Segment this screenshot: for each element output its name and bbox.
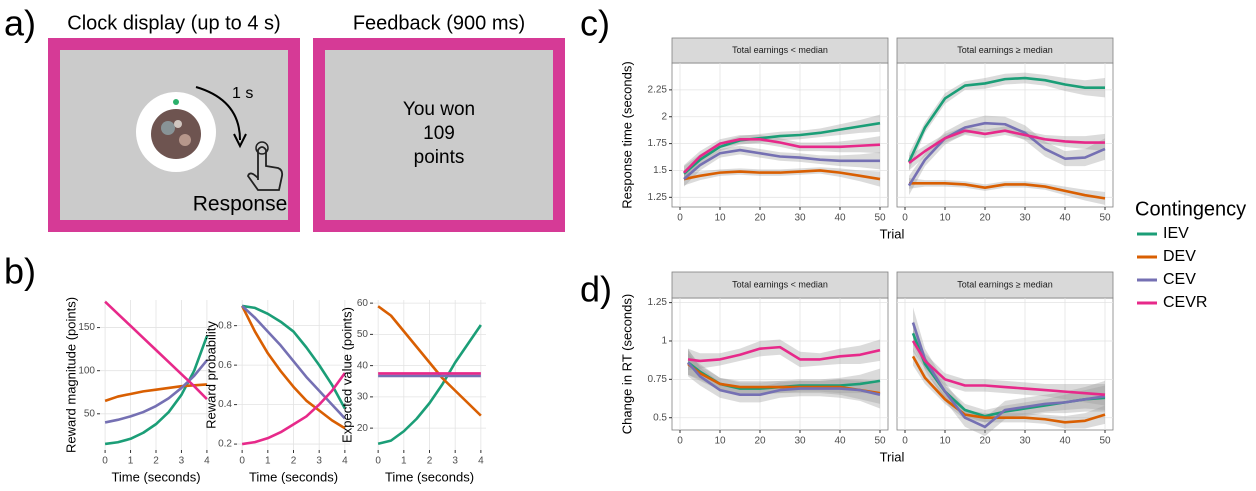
y-tick-label: 1.5 bbox=[653, 165, 667, 176]
panel-label: d) bbox=[580, 269, 612, 310]
y-tick-label: 1.25 bbox=[648, 297, 668, 308]
y-tick-label: 30 bbox=[357, 392, 369, 403]
x-tick-label: 1 bbox=[401, 456, 407, 467]
y-tick-label: 0.5 bbox=[653, 412, 667, 423]
x-tick-label: 30 bbox=[794, 213, 806, 224]
x-tick-label: 2 bbox=[153, 456, 159, 467]
x-tick-label: 50 bbox=[874, 213, 886, 224]
x-tick-label: 0 bbox=[677, 213, 683, 224]
panel-label: b) bbox=[4, 251, 36, 292]
legend-title: Contingency bbox=[1135, 198, 1246, 220]
x-tick-label: 20 bbox=[754, 436, 766, 447]
y-tick-label: 1.75 bbox=[648, 138, 668, 149]
x-tick-label: 0 bbox=[239, 456, 245, 467]
x-tick-label: 1 bbox=[265, 456, 271, 467]
legend-label: CEV bbox=[1163, 271, 1196, 288]
x-tick-label: 4 bbox=[204, 456, 210, 467]
y-axis-label: Reward magnitude (points) bbox=[63, 297, 78, 453]
y-axis-label: Expected value (points) bbox=[339, 307, 354, 443]
y-axis-label: Response time (seconds) bbox=[619, 61, 634, 208]
facet-label: Total earnings < median bbox=[732, 279, 828, 289]
legend-label: DEV bbox=[1163, 248, 1196, 265]
interval-label: 1 s bbox=[232, 85, 253, 102]
x-tick-label: 40 bbox=[1059, 213, 1071, 224]
x-tick-label: 10 bbox=[714, 436, 726, 447]
panel-label: a) bbox=[4, 3, 36, 44]
x-tick-label: 40 bbox=[834, 436, 846, 447]
x-axis-label: Time (seconds) bbox=[111, 469, 200, 484]
x-tick-label: 50 bbox=[874, 436, 886, 447]
y-tick-label: 40 bbox=[357, 360, 369, 371]
facet-label: Total earnings < median bbox=[732, 45, 828, 55]
y-tick-label: 150 bbox=[78, 322, 95, 333]
x-tick-label: 40 bbox=[1059, 436, 1071, 447]
x-tick-label: 3 bbox=[452, 456, 458, 467]
feedback-text: You won bbox=[403, 99, 475, 120]
x-tick-label: 50 bbox=[1099, 213, 1111, 224]
stimulus-texture bbox=[161, 121, 175, 135]
y-tick-label: 100 bbox=[78, 365, 95, 376]
facet-label: Total earnings ≥ median bbox=[957, 279, 1053, 289]
y-axis-label: Reward probability bbox=[203, 321, 218, 429]
x-tick-label: 0 bbox=[902, 436, 908, 447]
y-tick-label: 0.8 bbox=[218, 320, 232, 331]
x-tick-label: 30 bbox=[1019, 213, 1031, 224]
x-tick-label: 30 bbox=[1019, 436, 1031, 447]
stimulus-texture bbox=[179, 134, 191, 146]
x-tick-label: 30 bbox=[794, 436, 806, 447]
x-tick-label: 20 bbox=[979, 213, 991, 224]
x-axis-label: Time (seconds) bbox=[385, 469, 474, 484]
figure: a) b) c) d) Clock display (up to 4 s) Fe… bbox=[0, 0, 1256, 491]
x-tick-label: 0 bbox=[102, 456, 108, 467]
x-tick-label: 40 bbox=[834, 213, 846, 224]
x-axis-label: Trial bbox=[880, 226, 905, 241]
y-axis-label: Change in RT (seconds) bbox=[619, 294, 634, 434]
x-tick-label: 3 bbox=[316, 456, 322, 467]
y-tick-label: 60 bbox=[357, 298, 369, 309]
x-tick-label: 2 bbox=[291, 456, 297, 467]
y-tick-label: 0.6 bbox=[218, 360, 232, 371]
y-tick-label: 0.2 bbox=[218, 439, 232, 450]
y-tick-label: 0.75 bbox=[648, 374, 668, 385]
x-tick-label: 4 bbox=[478, 456, 484, 467]
x-tick-label: 0 bbox=[677, 436, 683, 447]
y-tick-label: 1 bbox=[661, 336, 667, 347]
panel-title: Clock display (up to 4 s) bbox=[67, 12, 280, 34]
feedback-text: points bbox=[414, 147, 465, 168]
x-axis-label: Time (seconds) bbox=[249, 469, 338, 484]
feedback-text: 109 bbox=[423, 123, 455, 144]
y-tick-label: 1.25 bbox=[648, 192, 668, 203]
y-tick-label: 2.25 bbox=[648, 85, 668, 96]
x-axis-label: Trial bbox=[880, 449, 905, 464]
x-tick-label: 10 bbox=[939, 213, 951, 224]
panel-title: Feedback (900 ms) bbox=[353, 12, 525, 34]
x-tick-label: 3 bbox=[179, 456, 185, 467]
y-tick-label: 20 bbox=[357, 423, 369, 434]
y-tick-label: 0.4 bbox=[218, 399, 232, 410]
x-tick-label: 4 bbox=[342, 456, 348, 467]
x-tick-label: 10 bbox=[939, 436, 951, 447]
stimulus-texture bbox=[174, 120, 182, 128]
response-label: Response bbox=[193, 193, 288, 216]
legend-label: CEVR bbox=[1163, 294, 1207, 311]
panel-label: c) bbox=[580, 3, 610, 44]
x-tick-label: 50 bbox=[1099, 436, 1111, 447]
legend-label: IEV bbox=[1163, 225, 1189, 242]
x-tick-label: 1 bbox=[128, 456, 134, 467]
x-tick-label: 20 bbox=[754, 213, 766, 224]
stimulus bbox=[151, 109, 201, 159]
y-tick-label: 50 bbox=[84, 408, 96, 419]
x-tick-label: 0 bbox=[375, 456, 381, 467]
y-tick-label: 2 bbox=[661, 111, 667, 122]
x-tick-label: 10 bbox=[714, 213, 726, 224]
x-tick-label: 2 bbox=[427, 456, 433, 467]
facet-label: Total earnings ≥ median bbox=[957, 45, 1053, 55]
y-tick-label: 50 bbox=[357, 329, 369, 340]
x-tick-label: 20 bbox=[979, 436, 991, 447]
x-tick-label: 0 bbox=[902, 213, 908, 224]
clock-dot bbox=[173, 99, 179, 105]
